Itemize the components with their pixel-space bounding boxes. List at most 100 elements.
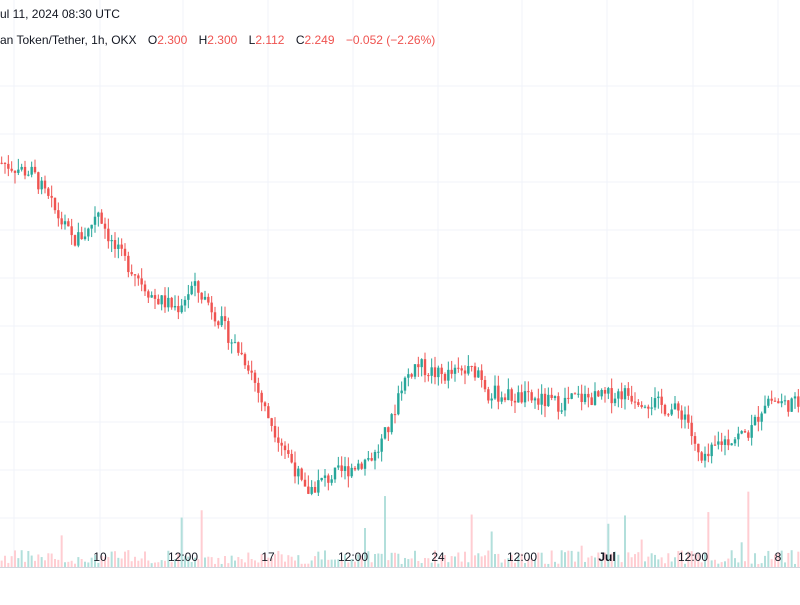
volume-bar <box>174 559 176 567</box>
candle-body <box>713 444 717 446</box>
candle-body <box>420 359 423 368</box>
volume-bar <box>574 561 576 567</box>
candle-body <box>53 197 57 211</box>
volume-bar <box>694 553 696 567</box>
candle-body <box>430 367 433 376</box>
volume-bar <box>217 557 220 567</box>
candle-body <box>140 278 143 285</box>
volume-bar <box>754 553 756 567</box>
candle-body <box>190 285 193 295</box>
volume-bar <box>687 551 690 567</box>
volume-bar <box>564 552 566 567</box>
candle-body <box>200 292 203 300</box>
candle-body <box>30 166 33 175</box>
candle-body <box>333 467 337 480</box>
candle-body <box>33 166 37 173</box>
volume-bar <box>70 560 73 567</box>
candle-body <box>393 414 397 416</box>
volume-bar <box>544 563 546 567</box>
candle-body <box>303 479 307 487</box>
volume-bar <box>467 562 470 567</box>
volume-bar <box>654 554 656 567</box>
volume-bar <box>100 555 103 567</box>
candle-body <box>407 374 410 378</box>
volume-bar <box>237 557 240 567</box>
candle-body <box>117 244 120 249</box>
candle-body <box>67 221 70 227</box>
candle-body <box>280 442 283 446</box>
volume-bar <box>260 554 263 567</box>
symbol-label[interactable]: an Token/Tether, 1h, OKX <box>0 33 137 47</box>
volume-bar <box>370 562 373 567</box>
candle-body <box>273 425 277 438</box>
candle-body <box>763 405 767 414</box>
candle-body <box>410 374 413 377</box>
candle-body <box>790 398 793 412</box>
volume-bar <box>610 553 613 567</box>
candle-body <box>3 162 7 164</box>
volume-bar <box>387 560 390 567</box>
volume-bar <box>227 563 230 567</box>
candle-body <box>47 188 50 196</box>
volume-bar <box>380 553 383 567</box>
candle-body <box>227 321 230 343</box>
volume-bar <box>264 553 266 567</box>
candle-body <box>623 388 627 400</box>
volume-bar <box>27 551 30 567</box>
candle-body <box>657 396 660 399</box>
volume-bar <box>180 517 183 567</box>
volume-bar <box>14 550 16 567</box>
candle-body <box>120 244 123 249</box>
candle-body <box>470 365 473 367</box>
volume-bar <box>600 561 603 567</box>
candle-body <box>267 406 270 419</box>
volume-bar <box>87 562 90 567</box>
candle-body <box>173 306 177 308</box>
candle-body <box>427 375 430 377</box>
volume-bar <box>450 556 453 567</box>
candle-body <box>720 441 723 445</box>
candle-body <box>287 450 290 454</box>
volume-bar <box>320 559 323 567</box>
volume-bar <box>510 554 513 567</box>
candle-body <box>650 407 653 409</box>
candle-body <box>610 388 613 404</box>
candle-body <box>770 398 773 401</box>
candle-body <box>570 393 573 399</box>
volume-bar <box>777 552 780 567</box>
candle-body <box>170 297 173 308</box>
candle-body <box>240 352 243 355</box>
volume-bar <box>760 563 763 567</box>
volume-bar <box>680 550 683 567</box>
candle-body <box>133 274 137 276</box>
candle-body <box>530 392 533 401</box>
volume-bar <box>214 563 216 567</box>
candle-body <box>360 463 363 469</box>
volume-bar <box>77 557 80 567</box>
candle-body <box>680 410 683 420</box>
candle-body <box>320 477 323 481</box>
candle-body <box>590 397 593 405</box>
volume-bar <box>117 557 120 567</box>
volume-bar <box>787 552 790 567</box>
volume-bar <box>577 551 580 567</box>
candle-body <box>453 367 457 374</box>
candle-body <box>620 391 623 400</box>
candle-body <box>543 393 547 407</box>
close-key: C <box>295 33 305 47</box>
candle-body <box>27 174 30 176</box>
candle-body <box>57 210 60 219</box>
volume-bar <box>160 560 163 567</box>
volume-bar <box>140 558 143 567</box>
volume-bar <box>430 562 433 567</box>
volume-bar <box>270 557 273 567</box>
candle-body <box>37 172 40 190</box>
candle-body <box>787 400 790 412</box>
volume-bar <box>170 562 173 567</box>
volume-bar <box>560 550 563 567</box>
volume-bar <box>194 557 196 567</box>
candle-body <box>373 451 377 461</box>
timestamp-text: ul 11, 2024 08:30 UTC <box>0 7 120 21</box>
